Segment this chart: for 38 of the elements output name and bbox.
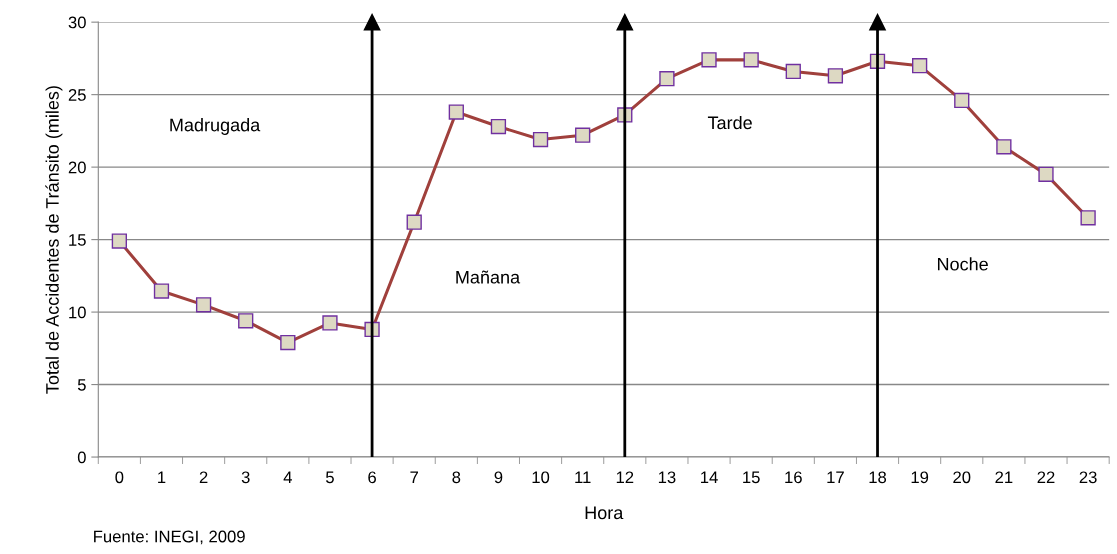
x-tick-label: 15 xyxy=(743,471,760,484)
x-tick-label: 12 xyxy=(616,471,634,484)
x-tick-label: 2 xyxy=(199,471,208,484)
x-tick-label: 21 xyxy=(995,471,1013,484)
x-tick-label: 8 xyxy=(452,471,461,484)
x-tick-label: 9 xyxy=(494,471,503,484)
x-tick-label: 6 xyxy=(368,471,376,484)
annotation: Madrugada xyxy=(170,118,261,135)
x-tick-label: 13 xyxy=(658,471,676,484)
y-tick-label: 5 xyxy=(77,379,86,391)
x-tick-label: 20 xyxy=(953,471,971,484)
x-tick-label: 0 xyxy=(115,471,124,484)
x-tick-label: 4 xyxy=(283,471,292,484)
y-tick-label: 30 xyxy=(68,16,86,29)
x-tick-label: 10 xyxy=(532,471,550,484)
y-tick-label: 20 xyxy=(68,161,86,174)
annotation: Tarde xyxy=(707,115,752,130)
x-tick-label: 3 xyxy=(241,471,250,484)
x-tick-label: 22 xyxy=(1037,471,1055,484)
annotation: Mañana xyxy=(456,270,521,284)
y-axis-title: Total de Accidentes de Tránsito (miles) xyxy=(45,86,63,394)
annotation: Noche xyxy=(937,257,988,271)
y-tick-label: 10 xyxy=(69,306,86,319)
x-tick-label: 5 xyxy=(325,471,334,484)
x-tick-label: 7 xyxy=(410,471,418,484)
source-note: Fuente: INEGI, 2009 xyxy=(94,530,245,545)
x-tick-label: 1 xyxy=(158,471,166,484)
x-tick-label: 19 xyxy=(911,471,929,484)
y-tick-label: 0 xyxy=(77,451,86,464)
y-tick-label: 15 xyxy=(69,234,86,246)
x-tick-label: 14 xyxy=(701,471,718,484)
x-tick-label: 11 xyxy=(575,471,591,484)
x-tick-label: 17 xyxy=(827,471,844,484)
y-tick-label: 25 xyxy=(68,89,86,101)
x-tick-label: 23 xyxy=(1079,471,1097,484)
x-tick-label: 16 xyxy=(785,471,802,484)
x-axis-title: Hora xyxy=(585,506,624,520)
x-tick-label: 18 xyxy=(869,471,887,484)
